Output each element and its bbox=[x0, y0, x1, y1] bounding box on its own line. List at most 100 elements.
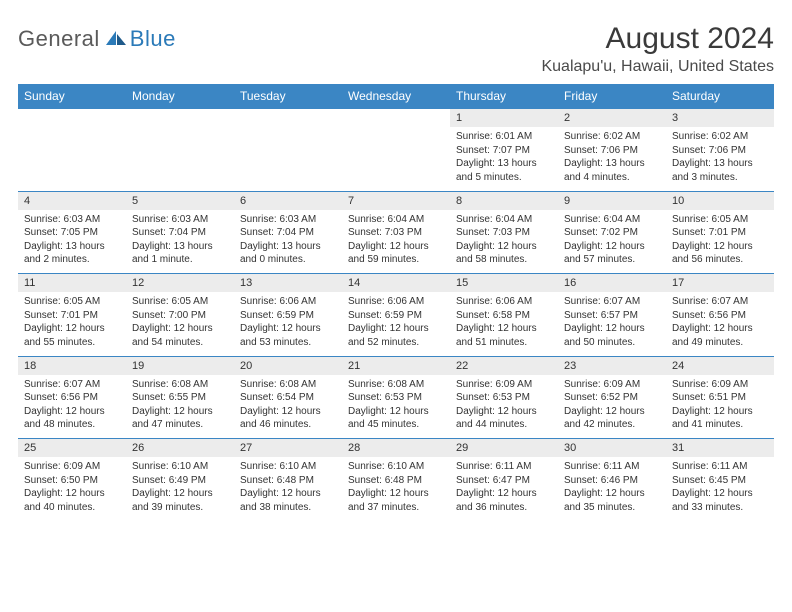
daylight1-text: Daylight: 12 hours bbox=[672, 240, 768, 254]
day-number-cell: 15 bbox=[450, 274, 558, 293]
daylight2-text: and 35 minutes. bbox=[564, 501, 660, 515]
brand-name-part2: Blue bbox=[130, 26, 176, 52]
day-number-cell: 2 bbox=[558, 109, 666, 128]
day-number-cell: 5 bbox=[126, 191, 234, 210]
week-info-row: Sunrise: 6:07 AMSunset: 6:56 PMDaylight:… bbox=[18, 375, 774, 439]
day-info-cell: Sunrise: 6:08 AMSunset: 6:53 PMDaylight:… bbox=[342, 375, 450, 439]
daylight1-text: Daylight: 12 hours bbox=[24, 405, 120, 419]
daylight1-text: Daylight: 12 hours bbox=[24, 322, 120, 336]
daylight2-text: and 1 minute. bbox=[132, 253, 228, 267]
day-number-cell: 30 bbox=[558, 439, 666, 458]
daylight1-text: Daylight: 12 hours bbox=[24, 487, 120, 501]
day-number-cell: 20 bbox=[234, 356, 342, 375]
day-info-cell: Sunrise: 6:05 AMSunset: 7:00 PMDaylight:… bbox=[126, 292, 234, 356]
day-number-cell: 11 bbox=[18, 274, 126, 293]
weekday-header: Friday bbox=[558, 84, 666, 109]
day-number-cell: 26 bbox=[126, 439, 234, 458]
sunset-text: Sunset: 6:50 PM bbox=[24, 474, 120, 488]
sunrise-text: Sunrise: 6:02 AM bbox=[564, 130, 660, 144]
brand-logo: General Blue bbox=[18, 22, 176, 52]
week-info-row: Sunrise: 6:03 AM Sunset: 7:05 PM Daylight:… bbox=[18, 210, 774, 274]
daylight2-text: and 37 minutes. bbox=[348, 501, 444, 515]
week-info-row: Sunrise: 6:09 AMSunset: 6:50 PMDaylight:… bbox=[18, 457, 774, 521]
day-info-cell: Sunrise: 6:10 AMSunset: 6:49 PMDaylight:… bbox=[126, 457, 234, 521]
daylight2-text: and 59 minutes. bbox=[348, 253, 444, 267]
sunrise-text: Sunrise: 6:06 AM bbox=[456, 295, 552, 309]
day-info-cell: Sunrise: 6:10 AMSunset: 6:48 PMDaylight:… bbox=[342, 457, 450, 521]
sunrise-text: Sunrise: 6:05 AM bbox=[672, 213, 768, 227]
weekday-header: Thursday bbox=[450, 84, 558, 109]
daylight1-text: Daylight: 13 hours bbox=[132, 240, 228, 254]
daylight1-text: Daylight: 12 hours bbox=[456, 405, 552, 419]
sunrise-text: Sunrise: 6:07 AM bbox=[672, 295, 768, 309]
day-info-cell: Sunrise: 6:08 AMSunset: 6:55 PMDaylight:… bbox=[126, 375, 234, 439]
daylight1-text: Daylight: 12 hours bbox=[564, 322, 660, 336]
day-number-cell: 31 bbox=[666, 439, 774, 458]
day-info-cell: Sunrise: 6:11 AMSunset: 6:47 PMDaylight:… bbox=[450, 457, 558, 521]
daylight1-text: Daylight: 12 hours bbox=[672, 487, 768, 501]
sunset-text: Sunset: 6:52 PM bbox=[564, 391, 660, 405]
daylight1-text: Daylight: 12 hours bbox=[132, 487, 228, 501]
daylight1-text: Daylight: 12 hours bbox=[456, 487, 552, 501]
daylight1-text: Daylight: 12 hours bbox=[348, 405, 444, 419]
day-info-cell: Sunrise: 6:03 AMSunset: 7:04 PMDaylight:… bbox=[126, 210, 234, 274]
daylight2-text: and 51 minutes. bbox=[456, 336, 552, 350]
sunset-text: Sunset: 7:04 PM bbox=[240, 226, 336, 240]
sunrise-text: Sunrise: 6:08 AM bbox=[240, 378, 336, 392]
day-info-cell: Sunrise: 6:03 AMSunset: 7:05 PMDaylight:… bbox=[18, 210, 126, 274]
daylight2-text: and 48 minutes. bbox=[24, 418, 120, 432]
empty-day-cell bbox=[342, 109, 450, 128]
daylight2-text: and 38 minutes. bbox=[240, 501, 336, 515]
daylight1-text: Daylight: 12 hours bbox=[240, 487, 336, 501]
sunset-text: Sunset: 7:05 PM bbox=[24, 226, 120, 240]
sunrise-text: Sunrise: 6:03 AM bbox=[240, 213, 336, 227]
calendar-page: General Blue August 2024 Kualapu'u, Hawa… bbox=[0, 0, 792, 533]
daylight2-text: and 2 minutes. bbox=[24, 253, 120, 267]
sunrise-text: Sunrise: 6:09 AM bbox=[564, 378, 660, 392]
day-info-cell: Sunrise: 6:09 AMSunset: 6:53 PMDaylight:… bbox=[450, 375, 558, 439]
daylight2-text: and 47 minutes. bbox=[132, 418, 228, 432]
empty-day-cell bbox=[126, 109, 234, 128]
sunrise-text: Sunrise: 6:06 AM bbox=[240, 295, 336, 309]
daylight1-text: Daylight: 12 hours bbox=[672, 322, 768, 336]
daylight1-text: Daylight: 12 hours bbox=[348, 487, 444, 501]
daylight1-text: Daylight: 12 hours bbox=[240, 322, 336, 336]
sunrise-text: Sunrise: 6:11 AM bbox=[672, 460, 768, 474]
brand-name-part1: General bbox=[18, 26, 100, 52]
empty-info-cell bbox=[18, 127, 126, 191]
sunrise-text: Sunrise: 6:01 AM bbox=[456, 130, 552, 144]
daylight2-text: and 42 minutes. bbox=[564, 418, 660, 432]
week-info-row: Sunrise: 6:01 AMSunset: 7:07 PM Daylight:… bbox=[18, 127, 774, 191]
daylight1-text: Daylight: 12 hours bbox=[240, 405, 336, 419]
sunset-text: Sunset: 7:02 PM bbox=[564, 226, 660, 240]
day-number-cell: 4 bbox=[18, 191, 126, 210]
daylight2-text: and 58 minutes. bbox=[456, 253, 552, 267]
day-info-cell: Sunrise: 6:04 AMSunset: 7:02 PMDaylight:… bbox=[558, 210, 666, 274]
daylight2-text: and 55 minutes. bbox=[24, 336, 120, 350]
day-info-cell: Sunrise: 6:07 AMSunset: 6:56 PMDaylight:… bbox=[666, 292, 774, 356]
daylight2-text: and 40 minutes. bbox=[24, 501, 120, 515]
day-number-cell: 23 bbox=[558, 356, 666, 375]
sunset-text: Sunset: 6:59 PM bbox=[240, 309, 336, 323]
daylight1-text: Daylight: 13 hours bbox=[672, 157, 768, 171]
sunset-text: Sunset: 6:51 PM bbox=[672, 391, 768, 405]
sail-icon bbox=[104, 29, 128, 47]
sunrise-text: Sunrise: 6:10 AM bbox=[348, 460, 444, 474]
day-number-cell: 1 bbox=[450, 109, 558, 128]
sunset-text: Sunset: 7:07 PM bbox=[456, 144, 552, 158]
day-info-cell: Sunrise: 6:06 AMSunset: 6:58 PMDaylight:… bbox=[450, 292, 558, 356]
day-info-cell: Sunrise: 6:11 AMSunset: 6:45 PMDaylight:… bbox=[666, 457, 774, 521]
day-info-cell: Sunrise: 6:06 AMSunset: 6:59 PMDaylight:… bbox=[234, 292, 342, 356]
sunrise-text: Sunrise: 6:04 AM bbox=[456, 213, 552, 227]
day-number-cell: 17 bbox=[666, 274, 774, 293]
sunset-text: Sunset: 6:48 PM bbox=[348, 474, 444, 488]
day-number-cell: 21 bbox=[342, 356, 450, 375]
sunset-text: Sunset: 6:47 PM bbox=[456, 474, 552, 488]
month-title: August 2024 bbox=[541, 22, 774, 56]
sunset-text: Sunset: 6:53 PM bbox=[348, 391, 444, 405]
day-info-cell: Sunrise: 6:04 AMSunset: 7:03 PMDaylight:… bbox=[450, 210, 558, 274]
day-number-cell: 22 bbox=[450, 356, 558, 375]
sunset-text: Sunset: 7:01 PM bbox=[672, 226, 768, 240]
day-number-cell: 13 bbox=[234, 274, 342, 293]
daylight1-text: Daylight: 12 hours bbox=[132, 405, 228, 419]
